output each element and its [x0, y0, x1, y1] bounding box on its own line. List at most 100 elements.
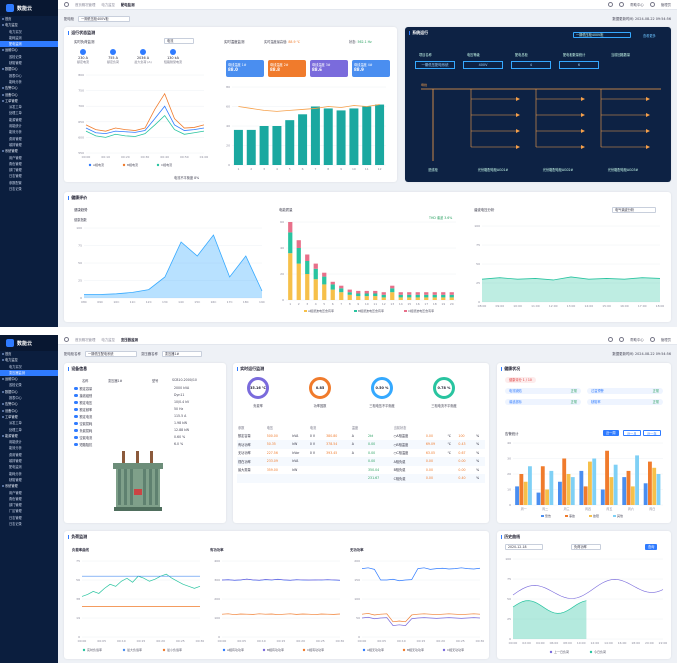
sidebar-item[interactable]: 用户管理	[9, 155, 22, 160]
reactive-power-title: 无功功率	[350, 548, 364, 552]
breadcrumb-item[interactable]: 电力监控	[101, 3, 115, 7]
system-select[interactable]: 一期低压配电系统	[84, 350, 137, 357]
bell-icon[interactable]	[619, 337, 625, 342]
sidebar-item[interactable]: 运维中心	[0, 376, 58, 382]
harmonic-select[interactable]: 电气谐波分析	[612, 207, 656, 213]
sidebar-item[interactable]: 派发工单	[9, 105, 22, 110]
card-title: 系统运行	[409, 30, 428, 36]
sidebar-item[interactable]: 能效分析	[9, 130, 22, 135]
sidebar-item[interactable]: 工单管理	[0, 414, 58, 420]
system-select[interactable]: 一期低压柜400V柜	[573, 32, 631, 38]
load-select[interactable]: 电流	[164, 38, 194, 44]
sidebar-item[interactable]: 处理工单	[9, 111, 22, 116]
sidebar-item[interactable]: 碳排管理	[9, 459, 22, 464]
avatar[interactable]	[649, 337, 655, 342]
breadcrumb-item[interactable]: 首页概况管理	[75, 3, 96, 7]
metric-select[interactable]: 负荷功率	[571, 544, 601, 550]
pq-bar	[398, 294, 403, 298]
sidebar-item[interactable]: 电力监控	[0, 22, 58, 28]
sidebar-item[interactable]: 碳排管理	[9, 142, 22, 147]
more-link[interactable]: 查看更多	[643, 34, 656, 38]
sidebar-item[interactable]: 电力实况	[9, 364, 22, 369]
sidebar-item[interactable]: 部门管理	[9, 503, 22, 508]
menu-fold-icon[interactable]	[64, 337, 69, 342]
sidebar-item[interactable]: 变压器监测	[0, 369, 58, 377]
legend-label: C相电流	[161, 162, 172, 167]
transformer-select[interactable]: 变压器1#	[161, 350, 202, 357]
bell-icon[interactable]	[619, 2, 625, 7]
sidebar-item[interactable]: 用能统计	[9, 440, 22, 445]
date-picker[interactable]: 2020-12-18	[505, 544, 543, 550]
tab-week[interactable]: 近一周	[603, 430, 619, 436]
sidebar-item[interactable]: 报表中心	[9, 396, 22, 401]
user-name[interactable]: 管理员	[660, 338, 671, 342]
user-name[interactable]: 管理员	[660, 3, 671, 7]
sidebar-item[interactable]: 运维中心	[0, 47, 58, 53]
tab-year[interactable]: 近一年	[643, 430, 661, 436]
tab-month[interactable]: 近一月	[623, 430, 641, 436]
table-cell: 100	[458, 433, 465, 438]
sidebar-item[interactable]: 日志管理	[9, 174, 22, 179]
attr-icon	[74, 428, 78, 433]
sidebar-item[interactable]: 首页	[0, 351, 58, 357]
sidebar-item[interactable]: 告警中心	[0, 401, 58, 407]
sidebar-item[interactable]: 设备中心	[0, 92, 58, 98]
sidebar-item[interactable]: 首页	[0, 16, 58, 22]
sidebar-item[interactable]: 数据中心	[0, 389, 58, 395]
sidebar-item[interactable]: 告警中心	[0, 85, 58, 91]
breadcrumb-item[interactable]: 电力监控	[101, 338, 115, 342]
table-cell: 0 V	[309, 433, 316, 438]
sidebar-item[interactable]: 配电监测	[9, 465, 22, 470]
kpi-icon	[170, 49, 176, 55]
query-button[interactable]: 查询	[645, 544, 658, 550]
table-row: 231.67 C相负载 0.00 0.40%	[237, 474, 485, 483]
sidebar-item[interactable]: 用能统计	[9, 124, 22, 129]
table-cell	[447, 466, 458, 475]
temp-bar	[349, 108, 359, 165]
sidebar-item[interactable]: 角色管理	[9, 496, 22, 501]
sidebar-item[interactable]: 用户管理	[9, 490, 22, 495]
help-icon[interactable]	[608, 2, 614, 7]
breadcrumb-item[interactable]: 首页概况管理	[75, 338, 96, 342]
sidebar-item[interactable]: 能源管理	[0, 433, 58, 439]
x-tick-label: 00:30	[141, 155, 150, 159]
sidebar-item[interactable]: 系统管理	[0, 148, 58, 154]
sidebar-item[interactable]: 配电监测	[0, 41, 58, 48]
help-link[interactable]: 帮助中心	[630, 3, 644, 7]
sidebar-item[interactable]: 日志记录	[9, 187, 22, 192]
sidebar-item[interactable]: 派发工单	[9, 421, 22, 426]
sidebar-item[interactable]: 巡检记录	[9, 383, 22, 388]
sidebar-item[interactable]: 日志管理	[9, 515, 22, 520]
sidebar-item[interactable]: 巡检记录	[9, 54, 22, 59]
help-icon[interactable]	[608, 337, 614, 342]
avatar[interactable]	[649, 2, 655, 7]
sidebar-item[interactable]: 报表中心	[9, 73, 22, 78]
sidebar-item[interactable]: 厂区管理	[9, 509, 22, 514]
legend-marker	[302, 648, 306, 652]
sidebar-item[interactable]: 电力实况	[9, 29, 22, 34]
sidebar-item[interactable]: 角色管理	[9, 161, 22, 166]
sidebar-item[interactable]: 能耗分析	[9, 471, 22, 476]
table-cell: 378.54	[326, 442, 338, 447]
sidebar-item[interactable]: 费用管理	[9, 452, 22, 457]
sidebar-item[interactable]: 部门管理	[9, 168, 22, 173]
help-link[interactable]: 帮助中心	[630, 338, 644, 342]
sidebar-item[interactable]: 系统管理	[0, 483, 58, 489]
sidebar-item[interactable]: 缺陷管理	[9, 477, 22, 482]
sidebar-item[interactable]: 电力监控	[0, 357, 58, 363]
sidebar-item[interactable]: 能耗监测	[9, 35, 22, 40]
sidebar-item[interactable]: 工单管理	[0, 98, 58, 104]
menu-fold-icon[interactable]	[64, 2, 69, 7]
sidebar-item[interactable]: 设备中心	[0, 408, 58, 414]
sidebar-item[interactable]: 日志记录	[9, 522, 22, 527]
sidebar-item[interactable]: 能耗分析	[9, 79, 22, 84]
sidebar-item[interactable]: 缺陷管理	[9, 61, 22, 66]
sidebar-item[interactable]: 数据中心	[0, 66, 58, 72]
x-tick-label: 13C	[162, 300, 168, 304]
cabinet-select[interactable]: 一期低压柜400V柜	[78, 15, 131, 22]
sidebar-item[interactable]: 能效分析	[9, 446, 22, 451]
sidebar-item[interactable]: 处理工单	[9, 427, 22, 432]
sidebar-item[interactable]: 能源管理	[9, 117, 22, 122]
sidebar-item[interactable]: 费用管理	[9, 136, 22, 141]
sidebar-item[interactable]: 参数配置	[9, 180, 22, 185]
